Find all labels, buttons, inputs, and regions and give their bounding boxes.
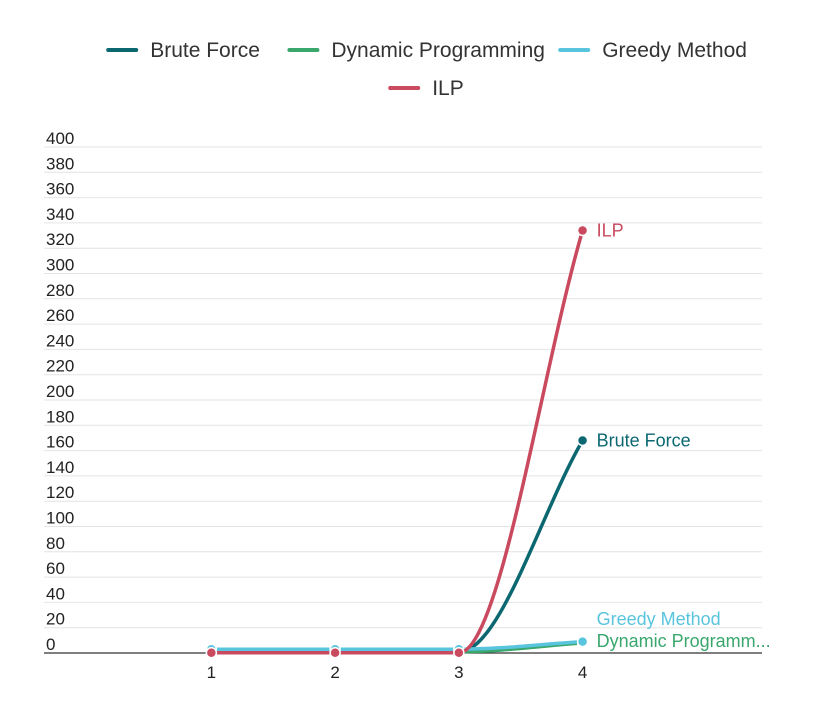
- gridlines: [44, 146, 762, 629]
- point-ilp-4: [576, 224, 589, 237]
- x-tick-label-1: 1: [207, 663, 216, 682]
- end-label-dynamic-programming: Dynamic Programm...: [597, 631, 771, 651]
- y-tick-label-260: 260: [46, 306, 74, 325]
- end-label-ilp: ILP: [597, 220, 624, 240]
- y-tick-label-340: 340: [46, 205, 74, 224]
- series-line-ilp: [209, 228, 585, 655]
- x-tick-label-3: 3: [454, 663, 463, 682]
- legend-label-brute-force: Brute Force: [150, 39, 260, 62]
- legend-label-greedy-method: Greedy Method: [602, 39, 747, 62]
- y-tick-label-320: 320: [46, 230, 74, 249]
- end-label-brute-force: Brute Force: [597, 430, 691, 450]
- end-label-greedy-method: Greedy Method: [597, 609, 721, 629]
- series-line-greedy-method: [209, 639, 585, 651]
- y-tick-label-160: 160: [46, 433, 74, 452]
- legend-label-dynamic-programming: Dynamic Programming: [331, 39, 545, 62]
- legend-item-ilp[interactable]: ILP: [388, 77, 464, 100]
- y-tick-label-80: 80: [46, 534, 65, 553]
- legend: Brute Force Dynamic Programming Greedy Met…: [106, 39, 747, 100]
- y-tick-label-240: 240: [46, 331, 74, 350]
- legend-item-dynamic-programming[interactable]: Dynamic Programming: [287, 39, 545, 62]
- y-tick-label-300: 300: [46, 256, 74, 275]
- y-tick-label-20: 20: [46, 610, 65, 629]
- y-tick-label-60: 60: [46, 559, 65, 578]
- y-tick-label-360: 360: [46, 180, 74, 199]
- y-tick-label-220: 220: [46, 357, 74, 376]
- y-tick-label-100: 100: [46, 509, 74, 528]
- point-greedy-method-4: [576, 635, 589, 648]
- series-brute-force: [205, 434, 589, 659]
- y-tick-label-140: 140: [46, 458, 74, 477]
- legend-item-greedy-method[interactable]: Greedy Method: [558, 39, 747, 62]
- y-tick-label-380: 380: [46, 154, 74, 173]
- y-tick-label-120: 120: [46, 483, 74, 502]
- point-brute-force-4: [576, 434, 589, 447]
- y-tick-label-200: 200: [46, 382, 74, 401]
- legend-label-ilp: ILP: [432, 77, 464, 100]
- point-ilp-2: [329, 646, 341, 659]
- point-ilp-1: [205, 646, 218, 659]
- y-tick-label-0: 0: [46, 635, 55, 654]
- point-ilp-3: [453, 646, 465, 659]
- y-tick-label-180: 180: [46, 407, 74, 426]
- legend-item-brute-force[interactable]: Brute Force: [106, 39, 260, 62]
- series-ilp: [205, 224, 589, 659]
- y-tick-label-40: 40: [46, 584, 65, 603]
- series-lines: [205, 224, 589, 659]
- x-tick-label-2: 2: [330, 663, 339, 682]
- y-tick-label-280: 280: [46, 281, 74, 300]
- axes: 0 20 40 60 80 100 120 140 160 180 200 220 240 260 280 3…: [44, 129, 762, 682]
- y-tick-label-400: 400: [46, 129, 74, 148]
- x-tick-label-4: 4: [578, 663, 587, 682]
